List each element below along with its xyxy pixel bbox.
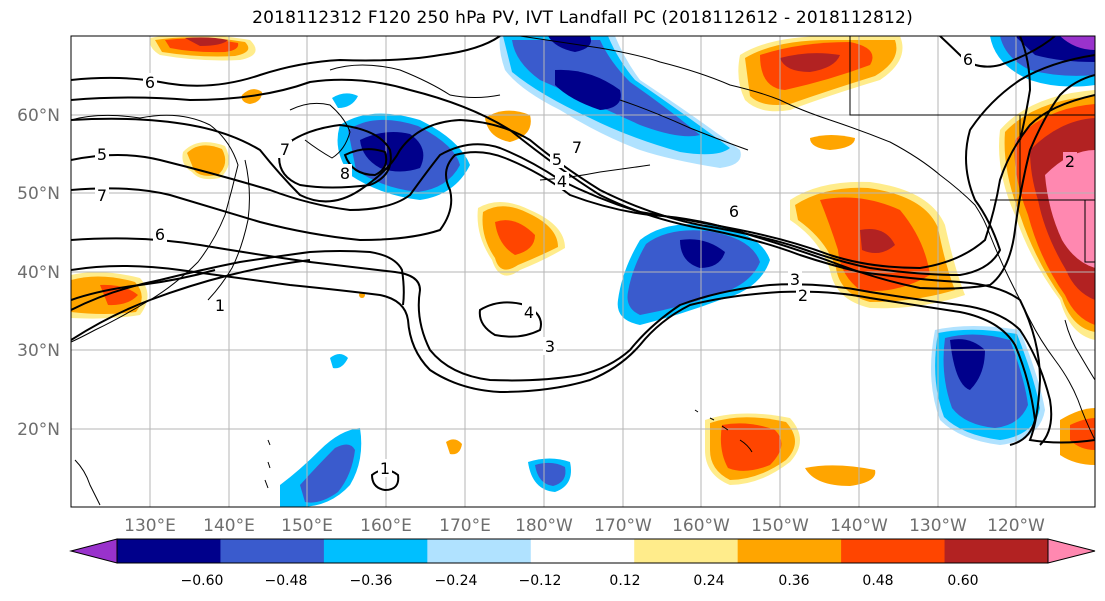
colorbar-bin <box>220 539 325 563</box>
colorbar <box>69 538 1096 564</box>
lon-tick-label: 130°E <box>124 516 176 536</box>
map-frame <box>70 35 1096 508</box>
colorbar-tick-label: −0.12 <box>519 573 562 589</box>
contour-label: 3 <box>790 270 800 289</box>
colorbar-labels: −0.60 −0.48 −0.36 −0.24 −0.12 0.12 0.24 … <box>181 573 979 589</box>
contour-label: 1 <box>380 459 390 478</box>
contour-label: 4 <box>524 303 534 322</box>
longitude-labels: 130°E 140°E 150°E 160°E 170°E 180°W 170°… <box>124 516 1045 536</box>
colorbar-tick-label: 0.48 <box>862 573 893 589</box>
latitude-labels: 60°N 50°N 40°N 30°N 20°N <box>17 106 60 440</box>
contour-label: 8 <box>340 164 350 183</box>
colorbar-bin <box>323 539 428 563</box>
lon-tick-label: 160°E <box>360 516 412 536</box>
colorbar-bin <box>737 539 842 563</box>
lon-tick-label: 180°W <box>515 516 573 536</box>
lat-tick-label: 20°N <box>17 420 60 440</box>
colorbar-frame <box>116 538 1049 564</box>
colorbar-extend-max <box>1047 538 1096 564</box>
contour-label: 6 <box>963 50 973 69</box>
contour-label: 7 <box>572 138 582 157</box>
contour-label: 7 <box>97 186 107 205</box>
lat-tick-label: 50°N <box>17 184 60 204</box>
contour-label: 2 <box>1065 152 1075 171</box>
map-title: 2018112312 F120 250 hPa PV, IVT Landfall… <box>252 8 913 28</box>
lat-tick-label: 30°N <box>17 341 60 361</box>
colorbar-tick-label: −0.60 <box>181 573 224 589</box>
lon-tick-label: 150°W <box>751 516 809 536</box>
contour-labels: 6 5 7 6 7 8 5 7 4 6 3 2 4 3 1 6 1 2 <box>95 50 1077 478</box>
colorbar-tick-label: −0.36 <box>350 573 393 589</box>
lon-tick-label: 140°E <box>203 516 255 536</box>
colorbar-bin <box>634 539 739 563</box>
contour-label: 4 <box>557 172 567 191</box>
lat-tick-label: 40°N <box>17 263 60 283</box>
lon-tick-label: 120°W <box>987 516 1045 536</box>
colorbar-bin <box>944 539 1049 563</box>
colorbar-bin <box>117 539 221 563</box>
lon-tick-label: 170°E <box>439 516 491 536</box>
colorbar-tick-label: −0.48 <box>265 573 308 589</box>
contour-label: 6 <box>729 202 739 221</box>
contour-label: 5 <box>552 150 562 169</box>
lon-tick-label: 150°E <box>281 516 333 536</box>
colorbar-bin <box>530 539 635 563</box>
colorbar-bin <box>841 539 946 563</box>
lon-tick-label: 140°W <box>830 516 888 536</box>
lon-tick-label: 160°W <box>672 516 730 536</box>
ivt-contours <box>71 36 1095 492</box>
colorbar-bin <box>427 539 532 563</box>
coastlines <box>71 36 1095 506</box>
contour-label: 3 <box>545 337 555 356</box>
colorbar-extend-min <box>69 538 118 564</box>
colorbar-tick-label: 0.36 <box>778 573 809 589</box>
lat-tick-label: 60°N <box>17 106 60 126</box>
contour-label: 1 <box>215 296 225 315</box>
contour-label: 7 <box>280 140 290 159</box>
colorbar-tick-label: 0.12 <box>609 573 640 589</box>
colorbar-tick-label: −0.24 <box>435 573 478 589</box>
contour-label: 2 <box>798 286 808 305</box>
lon-tick-label: 130°W <box>909 516 967 536</box>
lon-tick-label: 170°W <box>594 516 652 536</box>
contour-label: 6 <box>145 73 155 92</box>
contour-label: 6 <box>155 225 165 244</box>
contour-label: 5 <box>97 145 107 164</box>
colorbar-tick-label: 0.60 <box>947 573 978 589</box>
colorbar-tick-label: 0.24 <box>693 573 724 589</box>
